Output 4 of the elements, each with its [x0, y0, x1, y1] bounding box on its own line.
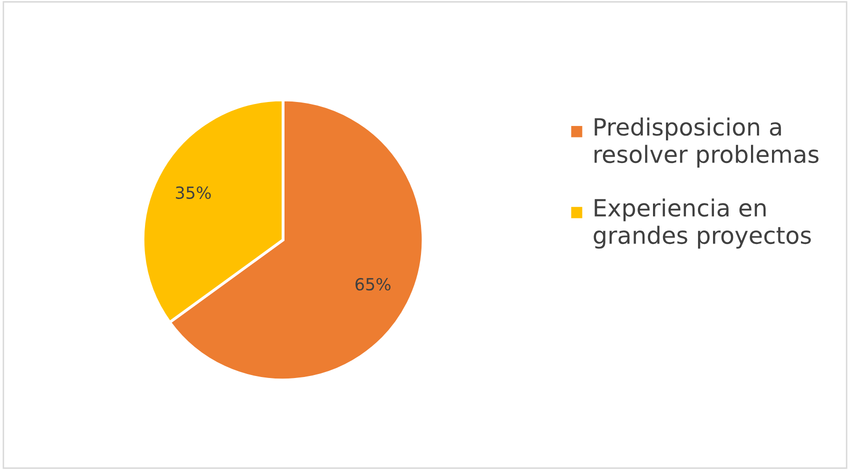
data-label: 35% [176, 186, 211, 199]
data-label: 65% [356, 278, 391, 291]
legend-label: Predisposicion a resolver problemas [594, 118, 818, 168]
legend-label: Experiencia en grandes proyectos [594, 198, 811, 249]
